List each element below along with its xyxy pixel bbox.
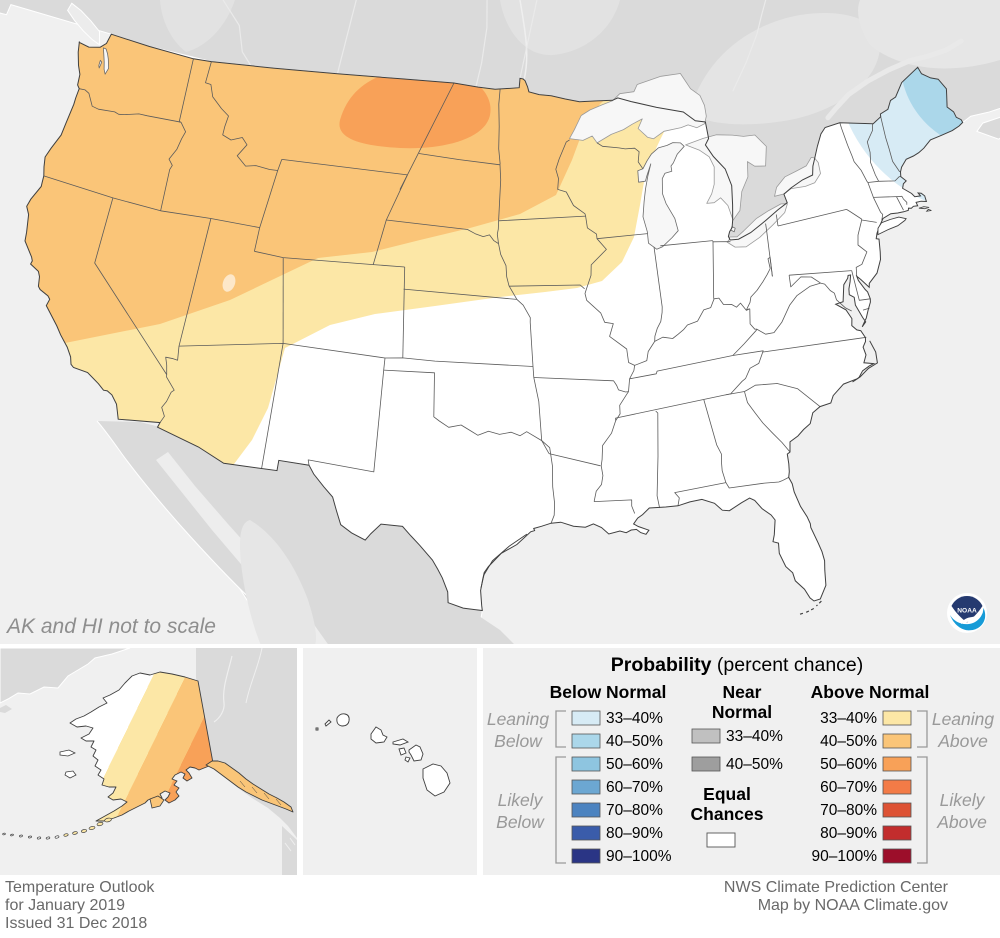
svg-text:Above Normal: Above Normal	[811, 682, 930, 702]
svg-text:Above: Above	[937, 731, 988, 751]
svg-text:Below: Below	[494, 731, 543, 751]
svg-text:Leaning: Leaning	[932, 709, 995, 729]
svg-text:Likely: Likely	[940, 790, 986, 810]
svg-text:40–50%: 40–50%	[726, 756, 783, 773]
svg-text:70–80%: 70–80%	[820, 802, 877, 819]
svg-text:60–70%: 60–70%	[606, 779, 663, 796]
svg-text:NOAA: NOAA	[957, 608, 977, 615]
svg-text:Leaning: Leaning	[487, 709, 550, 729]
svg-text:Probability (percent chance): Probability (percent chance)	[611, 654, 864, 676]
svg-text:80–90%: 80–90%	[606, 825, 663, 842]
svg-text:Normal: Normal	[712, 702, 772, 722]
svg-text:33–40%: 33–40%	[820, 710, 877, 727]
svg-text:33–40%: 33–40%	[606, 710, 663, 727]
svg-text:Equal: Equal	[703, 784, 751, 804]
svg-text:AK and HI not to scale: AK and HI not to scale	[5, 615, 216, 638]
svg-text:40–50%: 40–50%	[820, 733, 877, 750]
svg-text:Chances: Chances	[691, 804, 764, 824]
svg-text:Likely: Likely	[498, 790, 544, 810]
svg-text:Below Normal: Below Normal	[550, 682, 667, 702]
svg-text:90–100%: 90–100%	[811, 848, 877, 865]
svg-text:90–100%: 90–100%	[606, 848, 672, 865]
svg-text:Below: Below	[496, 812, 545, 832]
svg-text:Above: Above	[936, 812, 987, 832]
svg-text:60–70%: 60–70%	[820, 779, 877, 796]
svg-text:50–60%: 50–60%	[820, 756, 877, 773]
svg-text:50–60%: 50–60%	[606, 756, 663, 773]
svg-text:33–40%: 33–40%	[726, 728, 783, 745]
svg-text:40–50%: 40–50%	[606, 733, 663, 750]
svg-text:80–90%: 80–90%	[820, 825, 877, 842]
svg-text:70–80%: 70–80%	[606, 802, 663, 819]
svg-text:Near: Near	[723, 682, 762, 702]
